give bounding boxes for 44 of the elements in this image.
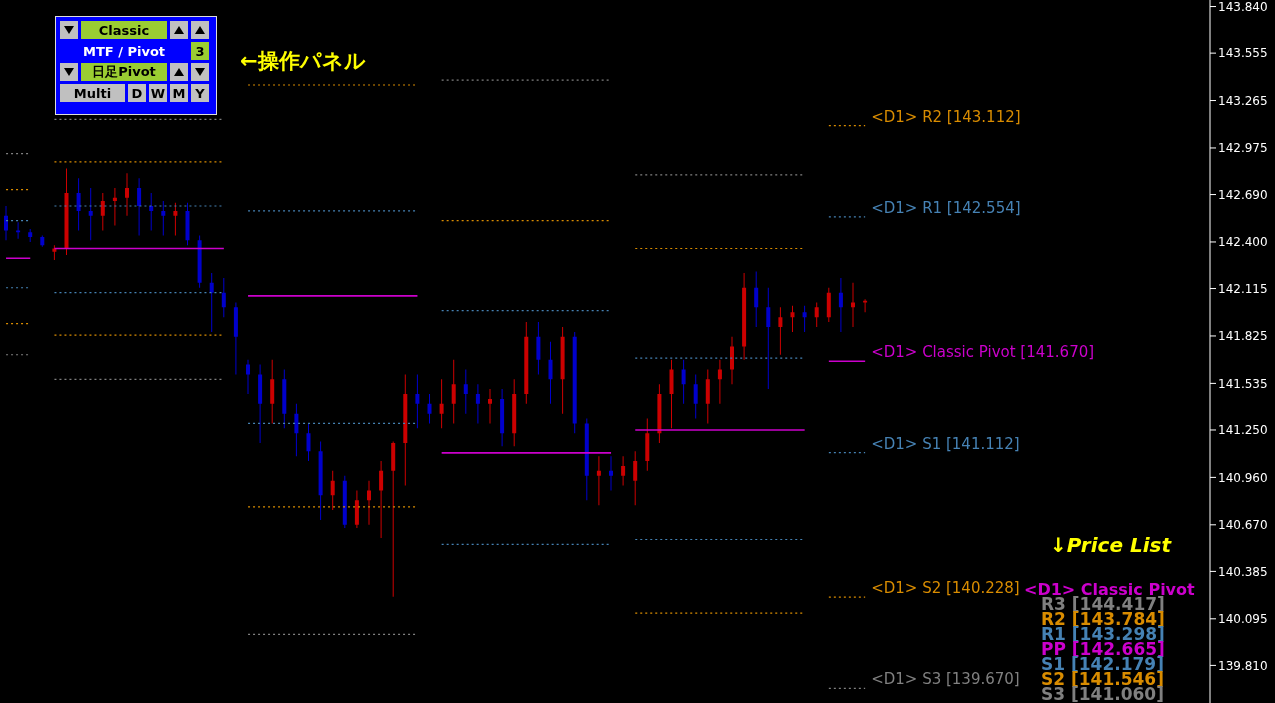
annotation: ↓Price List [1050,533,1171,557]
y-tick-label: 143.555 [1218,46,1268,61]
annotation: 3 [191,42,209,60]
y-tick-label: 142.690 [1218,187,1268,202]
series-label: <D1> S1 [141.112] [871,434,1020,453]
y-tick-label: 142.975 [1218,141,1268,156]
annotation: D [128,84,146,102]
annotation: 日足Pivot [81,63,167,81]
y-tick-label: 139.810 [1218,658,1268,673]
y-tick-label: 140.095 [1218,612,1268,627]
y-tick-label: 141.535 [1218,376,1268,391]
series-label: <D1> S3 [139.670] [871,670,1020,689]
y-tick-label: 140.670 [1218,518,1268,533]
candlestick [209,273,214,332]
annotation: M [170,84,188,102]
candlestick [161,201,166,236]
candlestick [415,374,420,429]
series-label: <D1> S2 [140.228] [871,579,1020,598]
annotation: W [149,84,167,102]
candlestick [609,456,613,491]
candlestick [778,307,783,355]
candlestick [391,441,396,597]
candlestick [463,369,468,414]
y-tick-label: 143.265 [1218,93,1268,108]
series-label: <D1> Classic Pivot [141.670] [871,343,1095,362]
y-tick-label: 142.115 [1218,281,1268,296]
candlestick [439,379,444,429]
candlestick [596,456,601,506]
candlestick [488,389,492,424]
annotation: Classic [81,21,167,39]
y-tick-label: 141.250 [1218,423,1268,438]
y-tick-label: 141.825 [1218,329,1268,344]
candlestick [851,282,855,327]
y-tick-label: 140.960 [1218,470,1268,485]
series-label: <D1> R2 [143.112] [871,107,1021,126]
annotation: ←操作パネル [240,48,366,75]
series-label: <D1> R1 [142.554] [871,198,1021,217]
candlestick [88,188,93,241]
y-tick-label: 143.840 [1218,0,1268,14]
annotation: MTF / Pivot [81,42,167,60]
y-tick-label: 142.400 [1218,235,1268,250]
annotation: Y [191,84,209,102]
annotation: Multi [60,84,125,102]
y-tick-label: 140.385 [1218,564,1268,579]
